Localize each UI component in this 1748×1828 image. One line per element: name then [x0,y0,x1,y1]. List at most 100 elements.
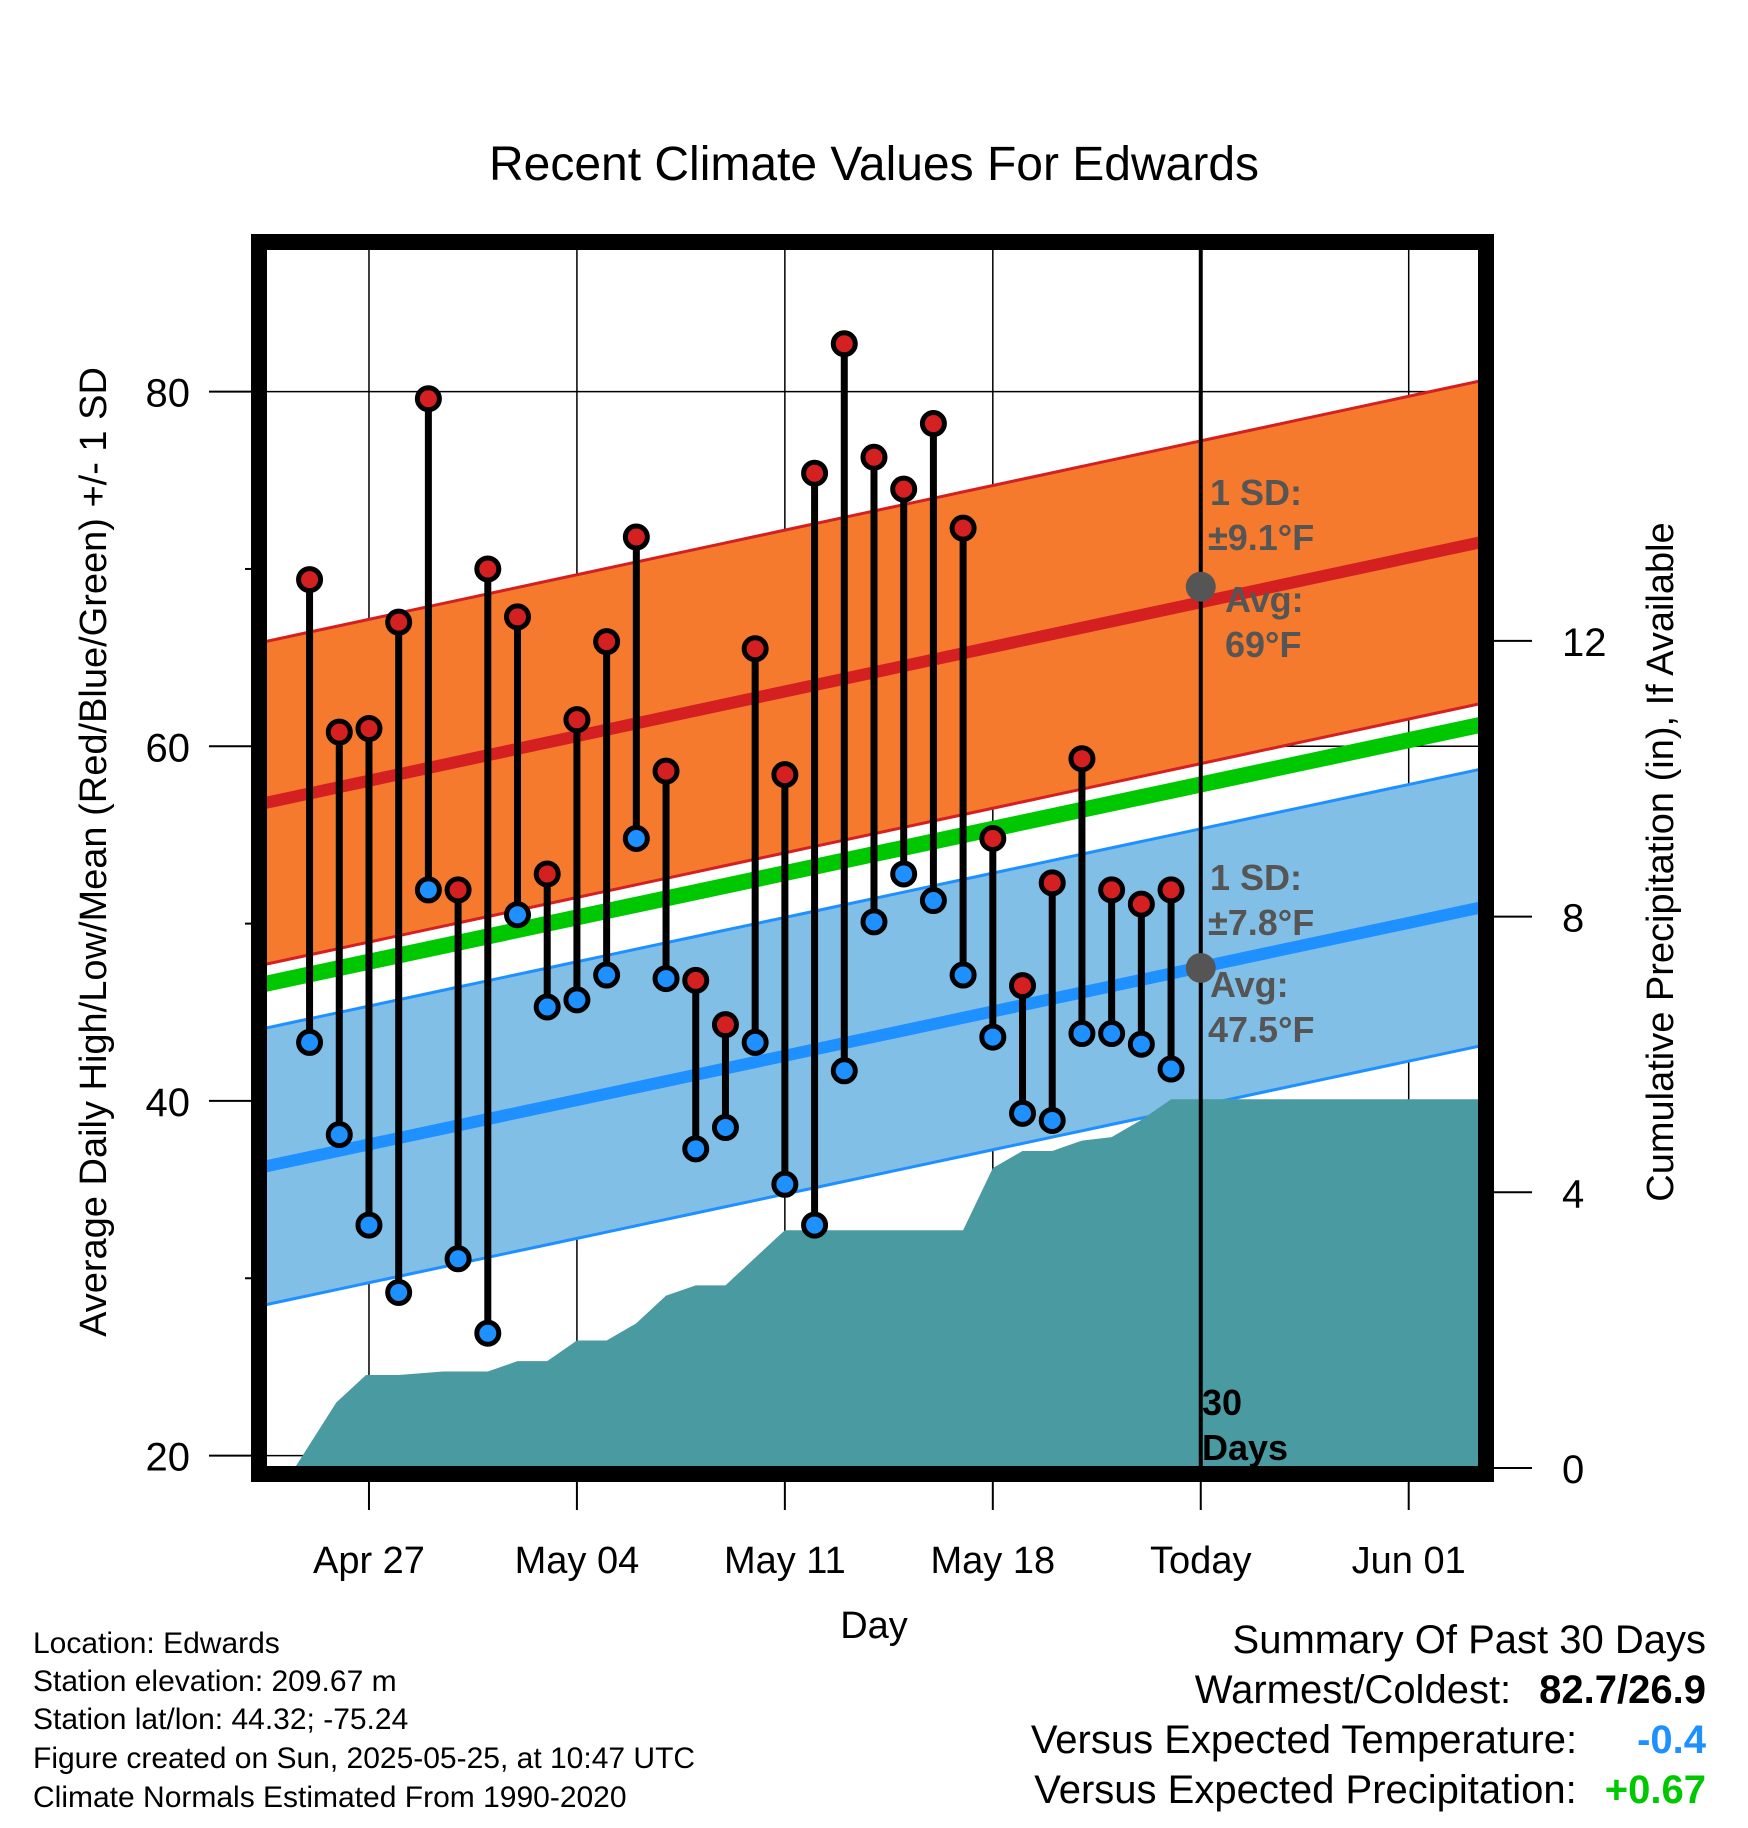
days-annotation-word: Days [1202,1427,1288,1468]
y-tick-label-0: 20 [146,1436,191,1480]
obs-low-point-25 [1038,1106,1066,1134]
obs-high-point-17 [801,459,829,487]
footer-latlon: Station lat/lon: 44.32; -75.24 [33,1703,409,1736]
obs-low-point-7 [504,901,532,929]
obs-high-point-29 [1157,876,1185,904]
obs-high-point-13 [682,966,710,994]
low-avg-label: Avg: [1210,964,1289,1005]
obs-low-point-9 [563,986,591,1014]
obs-high-point-8 [533,860,561,888]
precip-value: +0.67 [1604,1768,1706,1812]
obs-high-point-27 [1098,876,1126,904]
high-avg-label: Avg: [1225,579,1304,620]
obs-high-point-25 [1038,869,1066,897]
today-normal-high-dot [1185,571,1216,602]
x-tick-label-0: Apr 27 [313,1540,425,1582]
plot-frame [251,234,1494,1482]
obs-low-point-23 [979,1023,1007,1051]
obs-low-point-16 [771,1170,799,1198]
obs-low-point-27 [1098,1020,1126,1048]
obs-low-point-13 [682,1135,710,1163]
footer-created: Figure created on Sun, 2025-05-25, at 10… [33,1742,696,1775]
obs-high-point-24 [1009,972,1037,1000]
x-tick-label-1: May 04 [515,1540,640,1582]
summary-precip-row: Versus Expected Precipitation: +0.67 [806,1765,1706,1815]
obs-low-point-4 [414,876,442,904]
x-axis-label: Day [840,1605,908,1647]
precip-area-group [294,1099,1480,1468]
y-tick-label-2: 60 [146,726,191,770]
y2-axis-ticks: 0 4 8 12 [1488,621,1607,1492]
obs-low-point-21 [919,887,947,915]
obs-high-point-28 [1127,890,1155,918]
obs-low-point-28 [1127,1030,1155,1058]
summary-warmest-row: Warmest/Coldest: 82.7/26.9 [806,1665,1706,1715]
y2-axis-label: Cumulative Precipitation (in), If Availa… [1640,522,1682,1201]
y-tick-label-1: 40 [146,1081,191,1125]
high-sd-value: ±9.1°F [1208,517,1314,558]
obs-high-point-23 [979,824,1007,852]
obs-high-point-21 [919,410,947,438]
obs-low-point-2 [355,1211,383,1239]
summary-panel: Summary Of Past 30 Days Warmest/Coldest:… [806,1615,1706,1815]
x-tick-label-2: May 11 [724,1540,846,1582]
obs-low-point-10 [593,961,621,989]
obs-low-point-24 [1009,1099,1037,1127]
obs-high-point-3 [385,608,413,636]
obs-low-point-12 [652,965,680,993]
low-sd-label: 1 SD: [1210,857,1302,898]
temp-value: -0.4 [1637,1718,1706,1762]
obs-low-point-5 [444,1245,472,1273]
obs-high-point-19 [860,443,888,471]
warmest-value: 82.7/26.9 [1539,1668,1706,1712]
obs-high-point-4 [414,385,442,413]
high-sd-label: 1 SD: [1210,472,1302,513]
footer-normals: Climate Normals Estimated From 1990-2020 [33,1781,627,1814]
obs-low-point-3 [385,1278,413,1306]
obs-high-point-14 [711,1011,739,1039]
warmest-label: Warmest/Coldest: [1194,1668,1512,1712]
days-annotation-count: 30 [1202,1382,1242,1423]
precip-label: Versus Expected Precipitation: [1034,1768,1577,1812]
obs-high-point-2 [355,715,383,743]
obs-low-point-18 [830,1057,858,1085]
obs-high-point-15 [741,635,769,663]
obs-low-point-0 [296,1028,324,1056]
chart-title: Recent Climate Values For Edwards [489,138,1259,191]
obs-high-point-7 [504,603,532,631]
obs-low-point-17 [801,1211,829,1239]
obs-high-point-20 [890,475,918,503]
x-axis-ticks: Apr 27 May 04 May 11 May 18 Today Jun 01 [313,1476,1466,1582]
obs-high-point-12 [652,757,680,785]
today-normal-low-dot [1185,952,1216,983]
y-tick-label-3: 80 [146,372,191,416]
footer-elevation: Station elevation: 209.67 m [33,1665,397,1698]
footer-location: Location: Edwards [33,1627,280,1660]
y-axis-label: Average Daily High/Low/Mean (Red/Blue/Gr… [73,367,115,1337]
obs-low-point-6 [474,1319,502,1347]
obs-high-point-10 [593,628,621,656]
obs-low-point-20 [890,860,918,888]
obs-low-point-29 [1157,1055,1185,1083]
obs-high-point-18 [830,330,858,358]
obs-high-point-6 [474,555,502,583]
low-avg-value: 47.5°F [1208,1009,1314,1050]
x-tick-label-3: May 18 [930,1540,1055,1582]
y2-tick-label-0: 0 [1562,1448,1584,1492]
precip-area [294,1099,1480,1468]
obs-low-point-11 [622,824,650,852]
obs-high-point-11 [622,523,650,551]
y-axis-ticks: 20 40 60 80 [146,372,257,1480]
summary-temp-row: Versus Expected Temperature: -0.4 [806,1715,1706,1765]
obs-high-point-5 [444,876,472,904]
obs-low-point-14 [711,1114,739,1142]
obs-low-point-26 [1068,1020,1096,1048]
temp-label: Versus Expected Temperature: [1030,1718,1578,1762]
normal-low-line [265,901,1480,1173]
high-avg-value: 69°F [1225,624,1301,665]
y2-tick-label-2: 8 [1562,897,1584,941]
x-tick-label-5: Jun 01 [1352,1540,1466,1582]
y2-tick-label-1: 4 [1562,1172,1584,1216]
obs-low-point-19 [860,908,888,936]
